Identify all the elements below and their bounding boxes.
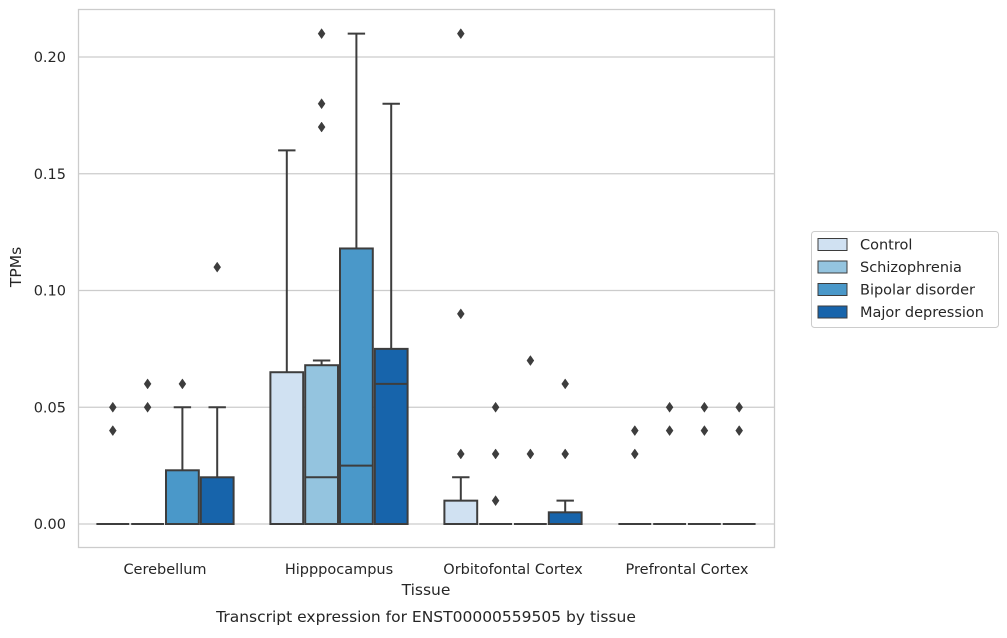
y-tick-label: 0.00 [34,517,66,533]
y-axis-label: TPMs [7,247,25,288]
y-tick-label: 0.20 [34,50,66,66]
outlier-point [143,401,152,413]
outlier-point [491,495,500,507]
outlier-point [665,401,674,413]
legend: Control Schizophrenia Bipolar disorder Majo… [811,231,999,328]
box-3-2 [688,401,721,525]
outlier-point [630,448,639,460]
outlier-point [526,355,535,366]
x-axis-label: Tissue [401,581,451,599]
outlier-point [561,448,570,460]
y-tick-label: 0.15 [34,167,66,183]
box [304,364,340,525]
outlier-point [630,425,639,437]
chart-caption: Transcript expression for ENST0000055950… [215,608,636,626]
outlier-point [317,121,326,133]
box-1-1 [304,28,340,525]
outlier-point [700,401,709,413]
box-1-3 [373,102,409,525]
outlier-point [143,378,152,390]
outlier-point [735,425,744,437]
outlier-point [456,448,465,460]
x-tick-labels: Cerebellum Hipppocampus Orbitofontal Corte… [123,562,748,578]
box-2-0 [443,28,479,525]
x-tick-label: Cerebellum [123,562,206,578]
box [165,469,200,526]
box-3-0 [618,425,652,525]
outlier-point [456,308,465,320]
legend-swatch [817,305,848,319]
box-0-1 [131,378,164,525]
box [199,476,235,525]
x-tick-label: Hipppocampus [285,562,393,578]
outlier-point [317,28,326,40]
box-1-0 [269,149,305,525]
outlier-point [700,425,709,437]
box-2-2 [514,355,547,525]
outlier-point [456,28,465,40]
outlier-point [491,448,500,460]
box-1-2 [339,32,374,525]
y-tick-label: 0.05 [34,400,66,416]
box-2-1 [479,401,512,525]
outlier-point [526,448,535,460]
boxes [96,28,756,526]
box-3-3 [722,401,756,525]
x-tick-label: Prefrontal Cortex [626,562,749,578]
legend-label: Schizophrenia [860,260,962,276]
box [547,511,583,526]
box-3-1 [653,401,686,525]
outlier-point [108,401,117,413]
legend-swatch [817,238,848,251]
outlier-point [561,378,570,390]
x-tick-label: Orbitofontal Cortex [443,562,583,578]
box-2-3 [547,378,583,526]
outlier-point [108,425,117,437]
box-0-3 [199,261,235,525]
y-tick-label: 0.10 [34,284,66,300]
outlier-point [213,261,222,273]
legend-swatch [817,283,848,296]
box-0-0 [96,401,130,525]
box [373,347,409,525]
box [339,247,374,525]
y-tick-labels: 0.00 0.05 0.10 0.15 0.20 [34,50,66,533]
box-0-2 [165,378,200,526]
box [269,371,305,525]
legend-label: Major depression [860,305,984,321]
outlier-point [491,401,500,413]
plot-frame [77,8,776,549]
outlier-point [665,425,674,437]
legend-swatch [817,260,848,274]
outlier-point [735,401,744,413]
outlier-point [317,98,326,110]
legend-label: Bipolar disorder [860,283,975,299]
legend-label: Control [860,238,912,254]
outlier-point [178,378,187,390]
legend-frame [811,231,999,328]
box [443,499,479,525]
